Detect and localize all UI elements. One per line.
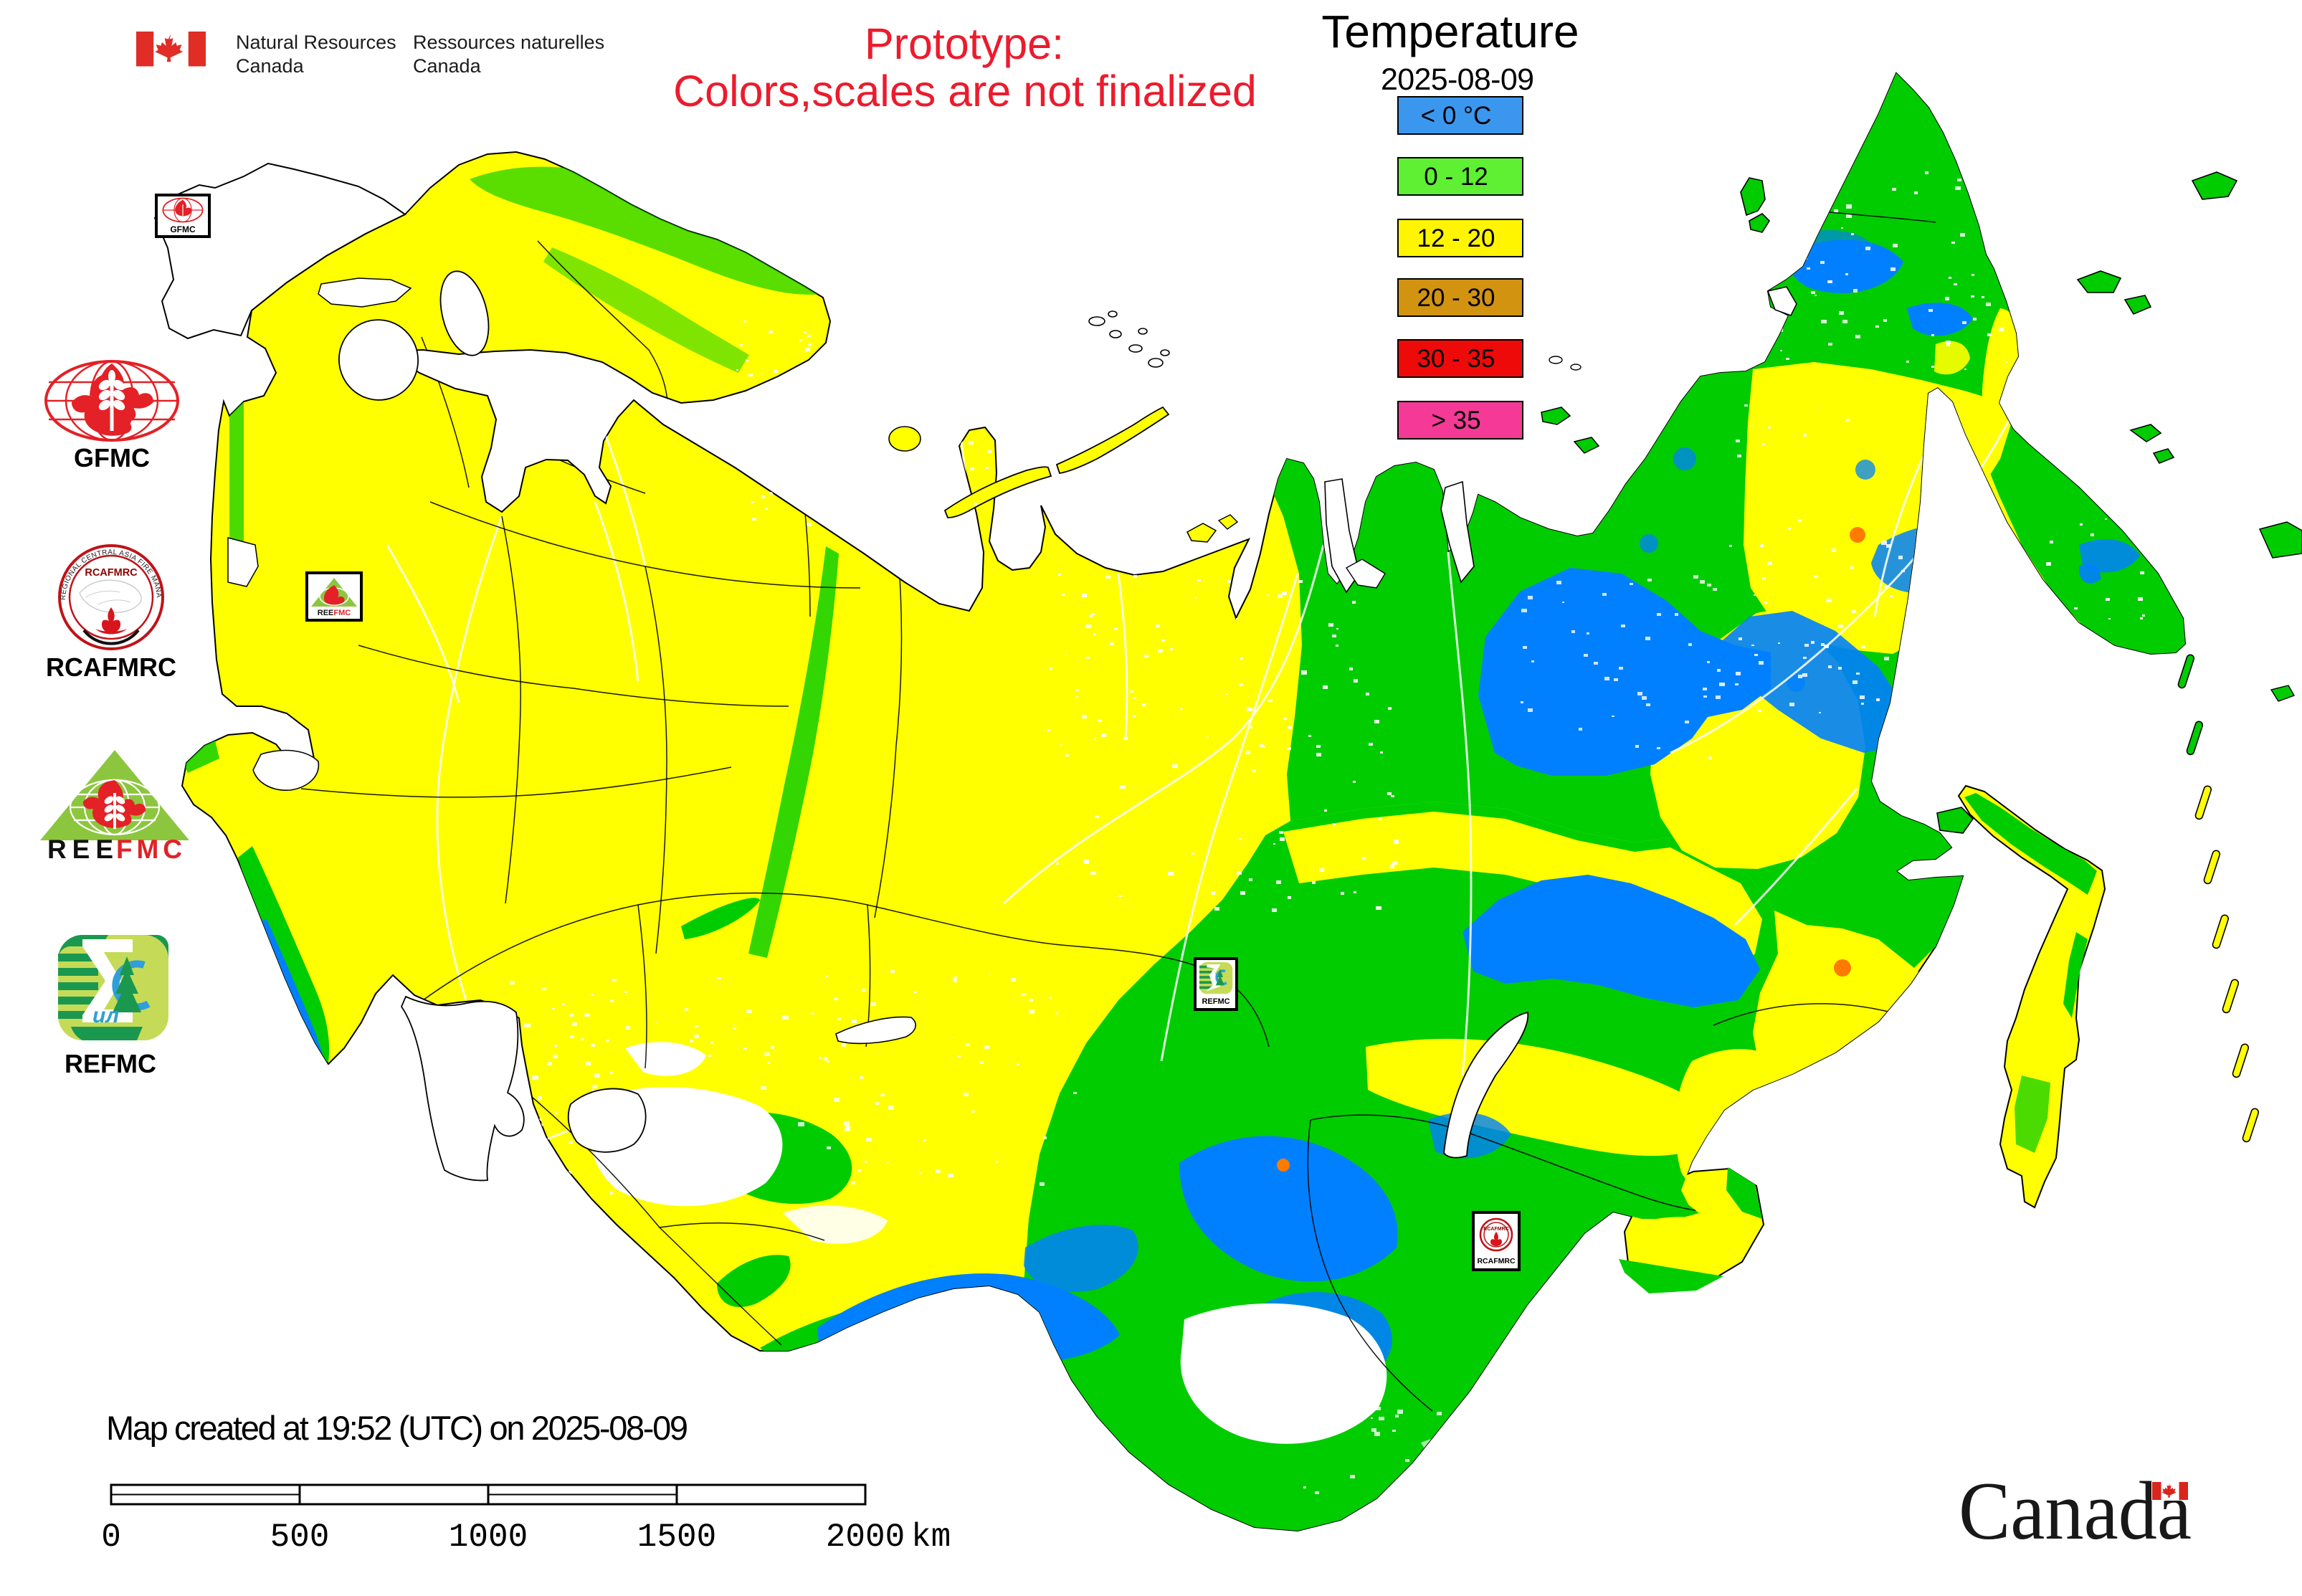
svg-text:Temperature: Temperature [1321, 6, 1579, 57]
svg-text:500: 500 [270, 1519, 330, 1556]
svg-text:REFMC: REFMC [65, 1049, 156, 1078]
svg-text:Natural Resources: Natural Resources [236, 32, 396, 53]
svg-text:Canada: Canada [236, 55, 305, 77]
svg-text:30 - 35: 30 - 35 [1417, 345, 1495, 373]
svg-text:2000: 2000 [826, 1519, 905, 1556]
svg-text:REFMC: REFMC [1202, 997, 1230, 1006]
svg-text:20 - 30: 20 - 30 [1417, 284, 1495, 312]
svg-text:0 - 12: 0 - 12 [1424, 163, 1488, 191]
svg-text:Colors,scales are not finalize: Colors,scales are not finalized [673, 67, 1257, 115]
svg-text:FMC: FMC [116, 835, 182, 864]
svg-text:0: 0 [101, 1519, 121, 1556]
svg-text:REEFMC: REEFMC [318, 609, 351, 617]
svg-text:Canada: Canada [413, 55, 482, 77]
svg-text:GFMC: GFMC [170, 224, 196, 234]
svg-text:Prototype:: Prototype: [865, 19, 1064, 68]
svg-text:RCAFMRC: RCAFMRC [46, 652, 176, 682]
svg-text:Ressources naturelles: Ressources naturelles [413, 32, 604, 53]
svg-text:> 35: > 35 [1431, 407, 1480, 434]
svg-text:< 0 °C: < 0 °C [1421, 102, 1492, 130]
svg-text:2025-08-09: 2025-08-09 [1381, 62, 1534, 97]
svg-text:12 - 20: 12 - 20 [1417, 224, 1495, 252]
svg-text:Canada: Canada [1959, 1466, 2192, 1557]
svg-text:Map created at 19:52 (UTC) on: Map created at 19:52 (UTC) on 2025-08-09 [106, 1409, 688, 1447]
svg-text:1500: 1500 [637, 1519, 716, 1556]
svg-text:GFMC: GFMC [74, 443, 150, 472]
svg-text:RCAFMRC: RCAFMRC [1483, 1227, 1508, 1232]
svg-text:1000: 1000 [449, 1519, 528, 1556]
svg-text:RCAFMRC: RCAFMRC [1477, 1257, 1515, 1265]
svg-text:RCAFMRC: RCAFMRC [85, 567, 138, 579]
svg-text:REE: REE [47, 835, 113, 864]
svg-text:ил: ил [92, 1004, 119, 1027]
svg-text:km: km [911, 1519, 951, 1556]
